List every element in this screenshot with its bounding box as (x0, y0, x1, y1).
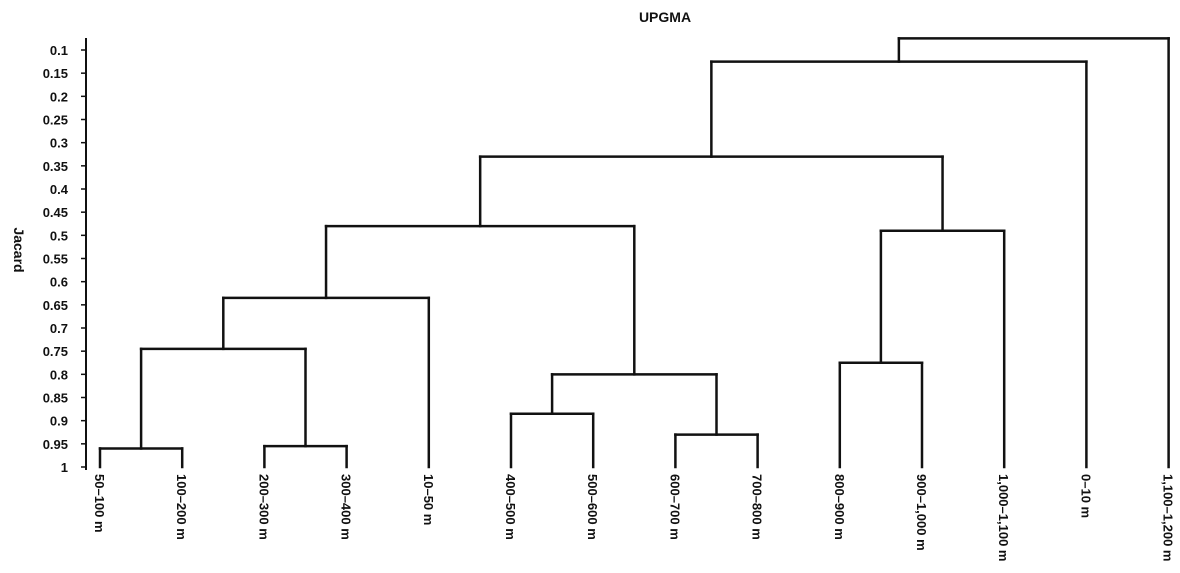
leaf-label: 200–300 m (256, 474, 271, 540)
y-tick-label: 1 (61, 460, 68, 475)
leaf-label: 1,000–1,100 m (996, 474, 1011, 561)
y-tick-label: 0.55 (43, 252, 68, 267)
leaf-label: 800–900 m (832, 474, 847, 540)
leaf-label: 700–800 m (750, 474, 765, 540)
y-tick-label: 0.85 (43, 391, 68, 406)
y-tick-label: 0.25 (43, 113, 68, 128)
y-tick-label: 0.35 (43, 159, 68, 174)
leaf-label: 400–500 m (503, 474, 518, 540)
y-tick-label: 0.3 (50, 136, 68, 151)
y-tick-label: 0.45 (43, 205, 68, 220)
y-tick-label: 0.5 (50, 228, 68, 243)
y-axis-label: Jacard (11, 227, 27, 272)
y-tick-label: 0.15 (43, 66, 68, 81)
leaf-label: 300–400 m (339, 474, 354, 540)
dendrogram-branches (98, 37, 1170, 469)
y-tick-label: 0.95 (43, 437, 68, 452)
y-tick-label: 0.75 (43, 344, 68, 359)
y-axis-ticks: 0.1 0.15 0.2 0.25 0.3 0.35 0.4 0.45 0.5 0.55 0.6 0.… (43, 43, 86, 475)
leaf-label: 0–10 m (1078, 474, 1093, 518)
leaf-label: 900–1,000 m (914, 474, 929, 551)
y-tick-label: 0.65 (43, 298, 68, 313)
y-tick-label: 0.2 (50, 89, 68, 104)
y-tick-label: 0.9 (50, 414, 68, 429)
y-tick-label: 0.1 (50, 43, 68, 58)
leaf-label: 1,100–1,200 m (1161, 474, 1176, 561)
leaf-label: 600–700 m (667, 474, 682, 540)
leaf-label: 50–100 m (92, 474, 107, 533)
y-tick-label: 0.8 (50, 367, 68, 382)
y-tick-label: 0.6 (50, 275, 68, 290)
leaf-label: 500–600 m (585, 474, 600, 540)
y-tick-label: 0.4 (50, 182, 69, 197)
y-tick-label: 0.7 (50, 321, 68, 336)
chart-title: UPGMA (639, 9, 691, 25)
leaf-labels: 50–100 m 100–200 m 200–300 m 300–400 m 10–50… (92, 474, 1176, 561)
leaf-label: 100–200 m (174, 474, 189, 540)
leaf-label: 10–50 m (421, 474, 436, 525)
